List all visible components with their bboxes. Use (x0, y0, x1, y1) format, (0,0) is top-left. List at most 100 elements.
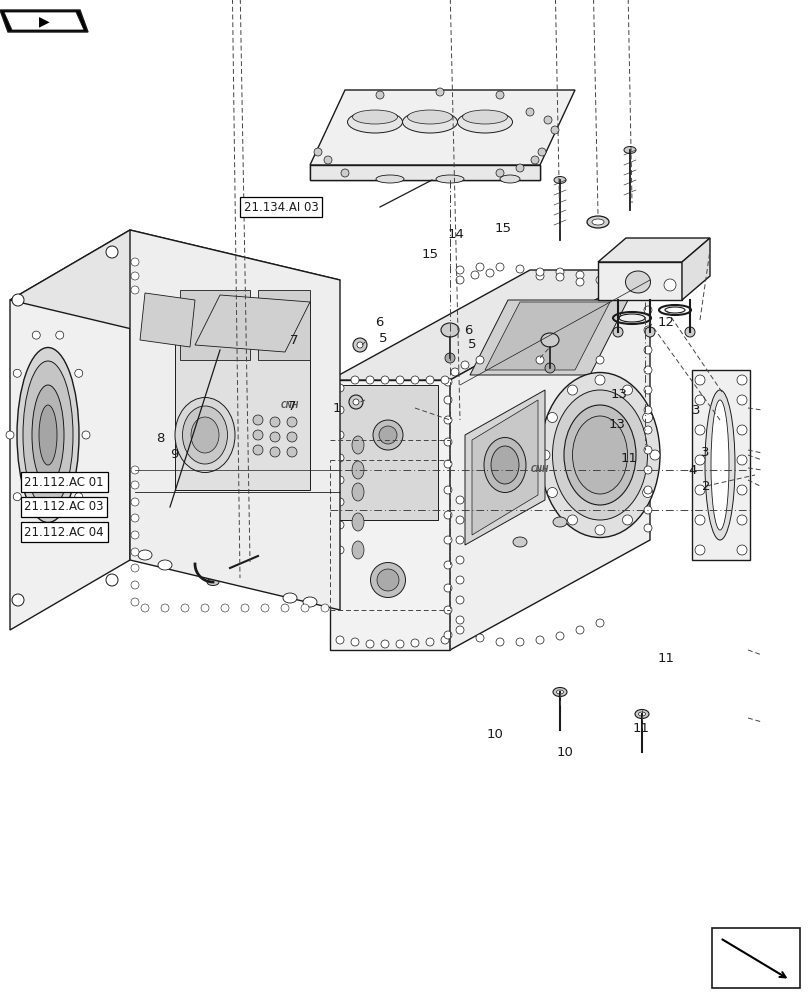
Circle shape (353, 399, 358, 405)
Circle shape (450, 368, 458, 376)
Circle shape (366, 376, 374, 384)
Circle shape (349, 395, 363, 409)
Text: 8: 8 (157, 432, 165, 444)
Circle shape (314, 148, 322, 156)
Circle shape (336, 454, 344, 462)
Polygon shape (470, 300, 627, 375)
Circle shape (643, 366, 651, 374)
Ellipse shape (138, 550, 152, 560)
Circle shape (575, 278, 583, 286)
Circle shape (32, 331, 41, 339)
Ellipse shape (347, 111, 402, 133)
Circle shape (456, 536, 463, 544)
Circle shape (56, 331, 64, 339)
Circle shape (444, 606, 452, 614)
Circle shape (444, 584, 452, 592)
Circle shape (736, 485, 746, 495)
Ellipse shape (191, 417, 219, 453)
Circle shape (161, 604, 169, 612)
Circle shape (643, 506, 651, 514)
Text: 13: 13 (608, 418, 624, 430)
Circle shape (131, 466, 139, 474)
Ellipse shape (191, 558, 198, 570)
Ellipse shape (351, 436, 363, 454)
Circle shape (575, 271, 583, 279)
Circle shape (543, 116, 551, 124)
Polygon shape (175, 300, 310, 490)
Circle shape (336, 431, 344, 439)
Circle shape (694, 425, 704, 435)
Ellipse shape (379, 426, 397, 444)
Ellipse shape (591, 219, 603, 225)
Polygon shape (195, 295, 310, 352)
Circle shape (141, 604, 148, 612)
Circle shape (366, 640, 374, 648)
Ellipse shape (39, 405, 57, 465)
Circle shape (444, 378, 452, 386)
Ellipse shape (513, 537, 526, 547)
Circle shape (736, 515, 746, 525)
Text: CNH: CNH (281, 400, 298, 410)
Circle shape (380, 640, 388, 648)
Circle shape (556, 268, 564, 276)
Ellipse shape (175, 397, 234, 473)
Circle shape (456, 626, 463, 634)
Ellipse shape (283, 593, 297, 603)
Circle shape (736, 545, 746, 555)
Circle shape (131, 272, 139, 280)
Circle shape (336, 384, 344, 392)
Circle shape (486, 269, 493, 277)
Circle shape (131, 598, 139, 606)
Circle shape (444, 416, 452, 424)
Circle shape (736, 425, 746, 435)
Circle shape (444, 438, 452, 446)
Ellipse shape (351, 461, 363, 479)
Circle shape (535, 636, 543, 644)
Ellipse shape (370, 562, 405, 597)
Circle shape (13, 369, 21, 377)
Circle shape (253, 415, 263, 425)
Text: 10: 10 (556, 746, 573, 760)
Ellipse shape (436, 175, 463, 183)
Ellipse shape (351, 483, 363, 501)
Circle shape (410, 639, 418, 647)
Circle shape (440, 636, 448, 644)
Circle shape (496, 263, 504, 271)
Circle shape (270, 447, 280, 457)
Circle shape (131, 514, 139, 522)
Circle shape (643, 446, 651, 454)
Polygon shape (10, 230, 340, 350)
Ellipse shape (407, 110, 452, 124)
Circle shape (535, 272, 543, 280)
Circle shape (456, 276, 463, 284)
Circle shape (131, 286, 139, 294)
Text: 15: 15 (495, 222, 511, 235)
Circle shape (396, 640, 404, 648)
Circle shape (131, 258, 139, 266)
Text: 4: 4 (688, 464, 696, 477)
Polygon shape (258, 290, 310, 360)
Circle shape (396, 376, 404, 384)
Circle shape (444, 460, 452, 468)
Text: 10: 10 (486, 727, 502, 740)
Circle shape (515, 265, 523, 273)
Circle shape (444, 396, 452, 404)
Ellipse shape (351, 541, 363, 559)
Polygon shape (449, 270, 649, 650)
Circle shape (32, 531, 41, 539)
Circle shape (336, 546, 344, 554)
Text: 7: 7 (288, 399, 296, 412)
Circle shape (336, 498, 344, 506)
Text: 13: 13 (610, 388, 626, 401)
Circle shape (286, 417, 297, 427)
Circle shape (643, 266, 651, 274)
Polygon shape (711, 928, 799, 988)
Circle shape (201, 604, 208, 612)
Circle shape (616, 284, 623, 292)
Text: 21.112.AC 03: 21.112.AC 03 (24, 500, 104, 514)
Ellipse shape (552, 517, 566, 527)
Ellipse shape (375, 175, 404, 183)
Circle shape (56, 531, 64, 539)
Circle shape (694, 395, 704, 405)
Circle shape (336, 521, 344, 529)
